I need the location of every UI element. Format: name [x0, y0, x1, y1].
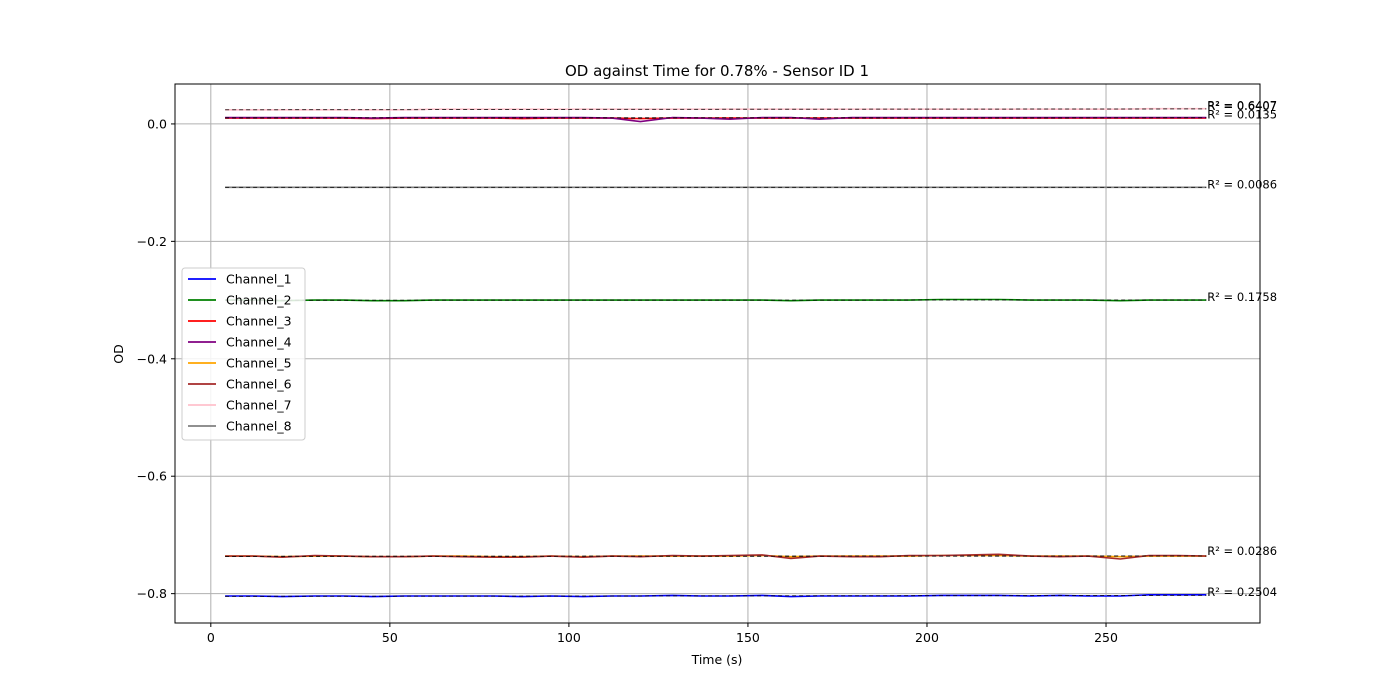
legend-label: Channel_3	[226, 314, 292, 329]
y-tick-label: −0.6	[137, 469, 167, 484]
legend-label: Channel_7	[226, 398, 292, 413]
x-tick-label: 0	[207, 630, 215, 645]
legend-label: Channel_4	[226, 335, 292, 350]
legend-label: Channel_6	[226, 377, 292, 392]
y-tick-label: −0.2	[137, 234, 167, 249]
legend-label: Channel_5	[226, 356, 292, 371]
r-squared-label: R² = 0.0086	[1207, 177, 1277, 191]
plot-area	[225, 107, 1207, 598]
y-axis: 0.0 −0.2 −0.4 −0.6 −0.8	[137, 116, 175, 601]
legend-label: Channel_8	[226, 419, 292, 434]
r-squared-label: R² = 0.2504	[1207, 585, 1277, 599]
legend: Channel_1 Channel_2 Channel_3 Channel_4 Chan…	[181, 267, 306, 441]
chart-title: OD against Time for 0.78% - Sensor ID 1	[565, 62, 869, 80]
legend-label: Channel_2	[226, 293, 292, 308]
plot-frame	[174, 83, 1261, 624]
r-squared-label: R² = 0.6407	[1207, 99, 1277, 113]
r-squared-label: R² = 0.6407	[1207, 99, 1277, 113]
x-tick-label: 250	[1094, 630, 1118, 645]
y-axis-label: OD	[111, 344, 126, 363]
x-axis: 0 50 100 150 200 250	[207, 623, 1118, 645]
x-axis-label: Time (s)	[691, 652, 743, 667]
fit-line-7	[225, 108, 1207, 111]
legend-label: Channel_1	[226, 272, 292, 287]
grid	[175, 84, 1260, 623]
r-squared-label: R² = 0.1758	[1207, 290, 1277, 304]
x-tick-label: 200	[915, 630, 939, 645]
r-squared-label: R² = 0.0135	[1207, 108, 1277, 122]
y-tick-label: −0.8	[137, 586, 167, 601]
fit-line-1	[225, 594, 1207, 597]
y-tick-label: 0.0	[147, 116, 167, 131]
x-tick-label: 50	[382, 630, 398, 645]
y-tick-label: −0.4	[137, 351, 167, 366]
x-tick-label: 100	[557, 630, 581, 645]
legend-box	[181, 267, 306, 441]
x-tick-label: 150	[736, 630, 760, 645]
r-squared-label: R² = 0.0286	[1207, 544, 1277, 558]
